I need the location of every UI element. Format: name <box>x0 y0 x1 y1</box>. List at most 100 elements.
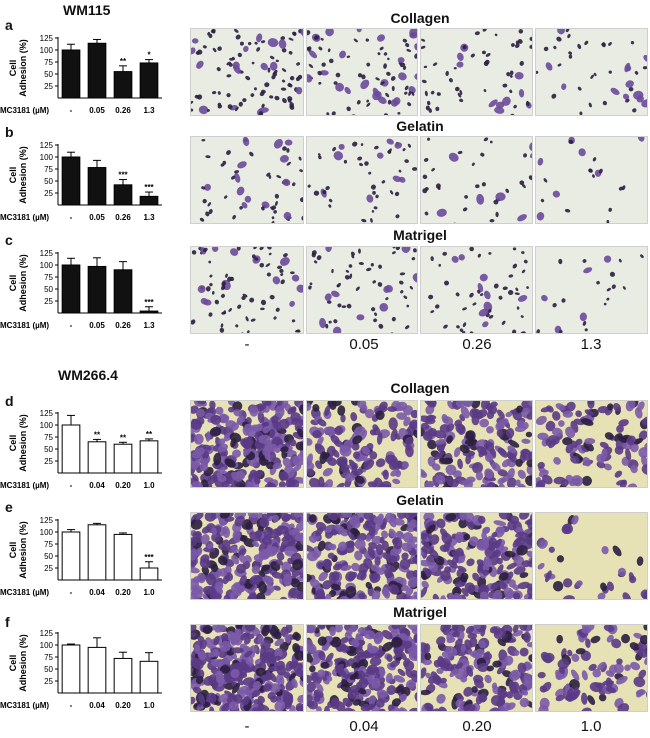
stained-cell <box>370 184 376 190</box>
x-tick-label: 1.3 <box>143 321 155 330</box>
stained-cell <box>437 186 441 191</box>
stained-cell <box>479 591 489 599</box>
stained-cell <box>508 579 516 588</box>
stained-cell <box>557 420 565 427</box>
stained-cell <box>622 286 626 290</box>
stained-cell <box>307 574 312 583</box>
x-tick-label: 0.04 <box>89 588 105 597</box>
stained-cell <box>537 461 545 469</box>
stained-cell <box>451 550 459 558</box>
stained-cell <box>502 286 508 290</box>
micrograph-cells <box>537 625 647 711</box>
stained-cell <box>332 146 337 152</box>
stained-cell <box>307 550 319 562</box>
stained-cell <box>365 581 373 590</box>
stained-cell <box>553 457 561 465</box>
stained-cell <box>201 565 210 575</box>
stained-cell <box>608 207 612 212</box>
stained-cell <box>610 87 620 96</box>
y-axis-label-line1: Cell <box>8 655 18 672</box>
stained-cell <box>397 112 401 115</box>
stained-cell <box>203 546 216 553</box>
condition-title-d: Collagen <box>390 380 450 396</box>
stained-cell <box>578 148 586 157</box>
stained-cell <box>597 592 606 599</box>
stained-cell <box>464 195 468 199</box>
bar <box>61 531 81 581</box>
stained-cell <box>460 575 468 583</box>
stained-cell <box>600 582 608 592</box>
stained-cell <box>424 90 428 97</box>
stained-cell <box>478 308 489 317</box>
stained-cell <box>318 651 326 661</box>
stained-cell <box>341 513 353 518</box>
stained-cell <box>266 527 274 534</box>
stained-cell <box>393 675 406 683</box>
stained-cell <box>214 299 220 305</box>
stained-cell <box>636 556 644 566</box>
stained-cell <box>241 296 246 301</box>
stained-cell <box>526 550 532 558</box>
stained-cell <box>478 693 488 703</box>
stained-cell <box>398 72 407 81</box>
stained-cell <box>297 428 303 438</box>
stained-cell <box>616 658 623 665</box>
stained-cell <box>432 62 438 66</box>
stained-cell <box>572 452 583 461</box>
stained-cell <box>232 214 236 220</box>
y-tick-label: 25 <box>44 564 53 573</box>
stained-cell <box>513 104 517 109</box>
stained-cell <box>289 705 296 711</box>
stained-cell <box>231 682 241 694</box>
stained-cell <box>356 314 365 321</box>
stained-cell <box>509 515 519 525</box>
stained-cell <box>228 308 232 312</box>
stained-cell <box>506 562 517 570</box>
stained-cell <box>326 112 330 115</box>
y-axis-label-line1: Cell <box>8 542 18 559</box>
stained-cell <box>191 108 194 112</box>
micrograph-image <box>190 136 304 224</box>
stained-cell <box>322 190 327 195</box>
stained-cell <box>269 55 275 60</box>
y-axis-label-line1: Cell <box>8 167 18 184</box>
stained-cell <box>316 436 324 446</box>
stained-cell <box>231 175 236 180</box>
stained-cell <box>458 517 469 529</box>
bar <box>139 195 159 206</box>
stained-cell <box>364 519 376 530</box>
stained-cell <box>398 169 402 173</box>
stained-cell <box>215 670 223 678</box>
stained-cell <box>253 87 257 91</box>
stained-cell <box>452 630 460 638</box>
stained-cell <box>223 594 231 599</box>
stained-cell <box>235 324 239 328</box>
stained-cell <box>280 279 285 285</box>
stained-cell <box>318 46 323 51</box>
stained-cell <box>205 155 211 159</box>
stained-cell <box>506 691 514 699</box>
stained-cell <box>387 57 390 61</box>
stained-cell <box>244 195 252 203</box>
stained-cell <box>529 44 532 49</box>
stained-cell <box>405 325 410 330</box>
stained-cell <box>601 42 606 48</box>
stained-cell <box>635 689 646 696</box>
y-axis-label-line2: Adhesion (%) <box>18 146 28 204</box>
stained-cell <box>278 39 287 49</box>
stained-cell <box>271 216 275 220</box>
y-tick-label: 75 <box>44 540 53 549</box>
stained-cell <box>205 637 214 649</box>
stained-cell <box>592 668 601 678</box>
stained-cell <box>430 310 435 314</box>
micrograph-image <box>190 624 304 712</box>
stained-cell <box>258 434 271 444</box>
y-tick-label: 100 <box>40 46 54 55</box>
stained-cell <box>272 462 283 470</box>
stained-cell <box>370 263 374 267</box>
stained-cell <box>274 700 286 711</box>
stained-cell <box>601 546 609 555</box>
bar <box>61 156 81 206</box>
stained-cell <box>584 409 594 416</box>
stained-cell <box>552 190 561 198</box>
